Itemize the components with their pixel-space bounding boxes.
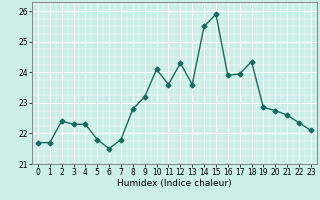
X-axis label: Humidex (Indice chaleur): Humidex (Indice chaleur) [117,179,232,188]
